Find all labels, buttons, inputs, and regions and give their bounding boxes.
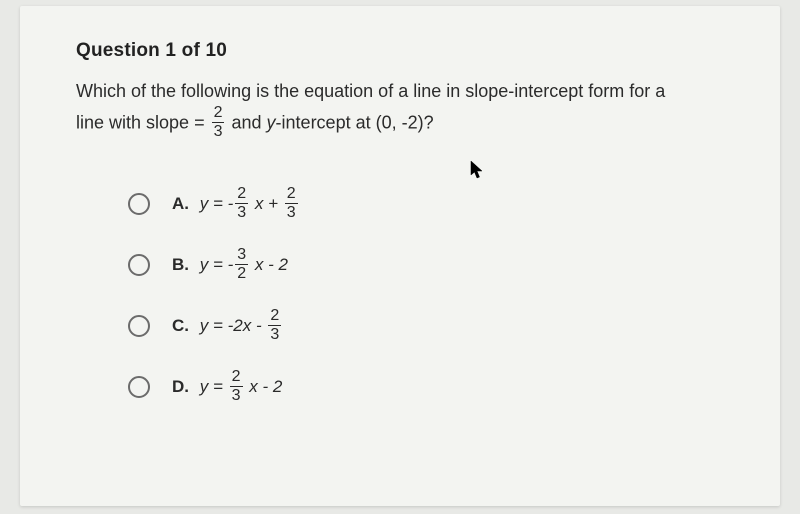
option-d-content: D. y = 23 x - 2	[172, 370, 282, 405]
option-a-frac2: 23	[285, 186, 298, 221]
option-d-mid: x - 2	[245, 377, 283, 396]
option-a-prefix: y = -	[200, 194, 234, 213]
options-list: A. y = -23 x + 23 B. y = -32 x - 2 C. y …	[128, 187, 724, 405]
slope-fraction: 2 3	[212, 105, 225, 140]
option-c-eq: y = -2x - 23	[200, 316, 284, 335]
option-d-frac1-den: 3	[230, 387, 243, 404]
option-c-frac1-den: 3	[268, 326, 281, 343]
option-b[interactable]: B. y = -32 x - 2	[128, 248, 724, 283]
prompt-suffix: -intercept at (0, -2)?	[276, 112, 434, 132]
option-d-letter: D.	[172, 377, 189, 396]
option-c-letter: C.	[172, 316, 189, 335]
option-b-frac1-num: 3	[235, 247, 248, 265]
option-a-frac1: 23	[235, 186, 248, 221]
prompt-prefix: line with slope =	[76, 112, 210, 132]
option-a-letter: A.	[172, 194, 189, 213]
option-c-content: C. y = -2x - 23	[172, 309, 283, 344]
option-d[interactable]: D. y = 23 x - 2	[128, 370, 724, 405]
option-c[interactable]: C. y = -2x - 23	[128, 309, 724, 344]
option-a-frac1-num: 2	[235, 186, 248, 204]
option-a-frac2-den: 3	[285, 204, 298, 221]
prompt-line1: Which of the following is the equation o…	[76, 81, 665, 101]
question-header: Question 1 of 10	[76, 40, 724, 62]
option-b-frac1-den: 2	[235, 265, 248, 282]
option-a[interactable]: A. y = -23 x + 23	[128, 187, 724, 222]
question-prompt: Which of the following is the equation o…	[76, 78, 724, 141]
slope-denominator: 3	[212, 123, 225, 140]
option-d-prefix: y =	[200, 377, 228, 396]
option-d-frac1-num: 2	[230, 369, 243, 387]
option-b-content: B. y = -32 x - 2	[172, 248, 288, 283]
option-a-frac2-num: 2	[285, 186, 298, 204]
option-a-mid: x +	[250, 194, 283, 213]
option-a-frac1-den: 3	[235, 204, 248, 221]
option-c-frac1: 23	[268, 308, 281, 343]
option-d-frac1: 23	[230, 369, 243, 404]
option-b-mid: x - 2	[250, 255, 288, 274]
cursor-icon	[470, 160, 484, 180]
radio-d[interactable]	[128, 376, 150, 398]
y-variable: y	[267, 112, 276, 132]
radio-a[interactable]	[128, 193, 150, 215]
question-sheet: Question 1 of 10 Which of the following …	[20, 6, 780, 506]
radio-b[interactable]	[128, 254, 150, 276]
option-b-eq: y = -32 x - 2	[200, 255, 288, 274]
option-d-eq: y = 23 x - 2	[200, 377, 283, 396]
option-c-prefix: y = -2x -	[200, 316, 267, 335]
slope-numerator: 2	[212, 105, 225, 123]
radio-c[interactable]	[128, 315, 150, 337]
option-b-frac1: 32	[235, 247, 248, 282]
option-c-frac1-num: 2	[268, 308, 281, 326]
option-b-prefix: y = -	[200, 255, 234, 274]
prompt-middle: and	[232, 112, 267, 132]
option-a-eq: y = -23 x + 23	[200, 194, 300, 213]
option-a-content: A. y = -23 x + 23	[172, 187, 300, 222]
option-b-letter: B.	[172, 255, 189, 274]
